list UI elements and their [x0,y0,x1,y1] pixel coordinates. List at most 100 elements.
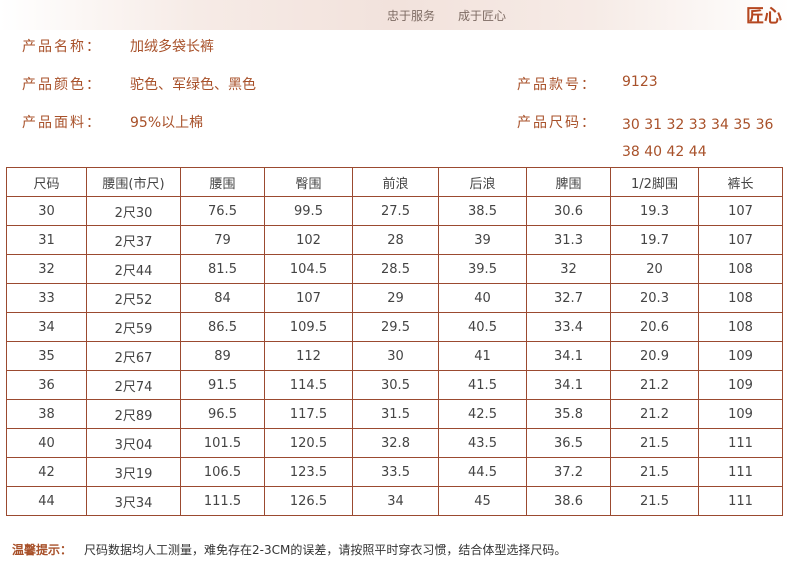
table-cell: 21.5 [610,457,699,487]
table-cell: 20.3 [610,283,699,313]
table-cell: 112 [264,341,353,371]
table-cell: 108 [698,312,783,342]
table-cell: 21.5 [610,486,699,516]
table-cell: 33 [6,283,87,313]
table-cell: 45 [438,486,527,516]
table-cell: 29 [352,283,439,313]
table-cell: 32.8 [352,428,439,458]
table-cell: 34 [352,486,439,516]
table-cell: 29.5 [352,312,439,342]
table-cell: 2尺74 [86,370,181,400]
table-cell: 107 [264,283,353,313]
table-cell: 33.4 [526,312,611,342]
table-cell: 27.5 [352,196,439,226]
table-cell: 21.2 [610,399,699,429]
table-cell: 3尺04 [86,428,181,458]
table-cell: 44.5 [438,457,527,487]
table-cell: 44 [6,486,87,516]
table-cell: 34.1 [526,341,611,371]
table-cell: 2尺44 [86,254,181,284]
table-cell: 31.3 [526,225,611,255]
table-cell: 96.5 [180,399,265,429]
table-cell: 120.5 [264,428,353,458]
table-cell: 34.1 [526,370,611,400]
table-cell: 30 [352,341,439,371]
table-cell: 2尺52 [86,283,181,313]
table-cell: 30.5 [352,370,439,400]
footer-note: 温馨提示： 尺码数据均人工测量，难免存在2-3CM的误差，请按照平时穿衣习惯，结合… [12,541,566,558]
table-cell: 20 [610,254,699,284]
table-cell: 30.6 [526,196,611,226]
table-cell: 41.5 [438,370,527,400]
table-cell: 2尺67 [86,341,181,371]
table-cell: 111 [698,457,783,487]
table-cell: 76.5 [180,196,265,226]
table-cell: 2尺30 [86,196,181,226]
table-cell: 19.7 [610,225,699,255]
table-cell: 81.5 [180,254,265,284]
table-cell: 109 [698,341,783,371]
table-header-cell: 前浪 [352,167,439,197]
table-header-cell: 尺码 [6,167,87,197]
table-cell: 33.5 [352,457,439,487]
top-banner: 忠于服务 成于匠心 匠心 [0,0,790,30]
footer-label: 温馨提示： [12,543,73,557]
table-cell: 126.5 [264,486,353,516]
table-cell: 111 [698,486,783,516]
table-header-cell: 1/2脚围 [610,167,699,197]
table-cell: 21.5 [610,428,699,458]
table-cell: 21.2 [610,370,699,400]
table-cell: 109.5 [264,312,353,342]
slogan-left: 忠于服务 [387,9,436,23]
table-row: 32 2尺44 81.5 104.5 28.5 39.5 32 20 108 [6,254,783,284]
table-cell: 102 [264,225,353,255]
table-cell: 86.5 [180,312,265,342]
product-size-value: 30 31 32 33 34 35 36 38 40 42 44 [622,117,774,160]
table-cell: 38 [6,399,87,429]
table-cell: 91.5 [180,370,265,400]
table-cell: 114.5 [264,370,353,400]
table-cell: 3尺19 [86,457,181,487]
table-cell: 101.5 [180,428,265,458]
table-cell: 28.5 [352,254,439,284]
table-cell: 39.5 [438,254,527,284]
table-row: 44 3尺34 111.5 126.5 34 45 38.6 21.5 111 [6,486,783,516]
table-cell: 2尺37 [86,225,181,255]
table-cell: 104.5 [264,254,353,284]
table-cell: 84 [180,283,265,313]
product-model-value: 9123 [622,74,658,90]
table-cell: 2尺59 [86,312,181,342]
table-cell: 37.2 [526,457,611,487]
product-name-value: 加绒多袋长裤 [130,39,214,55]
brand-logo: 匠心 [746,6,782,27]
product-fabric-label: 产品面料： [22,115,102,131]
table-cell: 111.5 [180,486,265,516]
table-cell: 38.6 [526,486,611,516]
table-header-cell: 裤长 [698,167,783,197]
table-cell: 3尺34 [86,486,181,516]
table-cell: 42.5 [438,399,527,429]
table-cell: 40.5 [438,312,527,342]
table-cell: 111 [698,428,783,458]
table-row: 34 2尺59 86.5 109.5 29.5 40.5 33.4 20.6 108 [6,312,783,342]
table-body: 30 2尺30 76.5 99.5 27.5 38.5 30.6 19.3 107 31 2尺37 7… [6,196,783,516]
table-cell: 36 [6,370,87,400]
table-cell: 42 [6,457,87,487]
product-fabric-value: 95%以上棉 [130,115,204,131]
table-cell: 35.8 [526,399,611,429]
table-header-cell: 腰围 [180,167,265,197]
table-cell: 108 [698,254,783,284]
table-cell: 117.5 [264,399,353,429]
table-cell: 20.6 [610,312,699,342]
table-cell: 40 [6,428,87,458]
footer-text: 尺码数据均人工测量，难免存在2-3CM的误差，请按照平时穿衣习惯，结合体型选择尺… [84,543,567,557]
table-cell: 30 [6,196,87,226]
table-row: 33 2尺52 84 107 29 40 32.7 20.3 108 [6,283,783,313]
table-cell: 123.5 [264,457,353,487]
size-table: 尺码 腰围(市尺) 腰围 臀围 前浪 后浪 脾围 1/2脚围 裤长 30 2尺30 76.5 99.5… [6,167,783,516]
table-cell: 109 [698,370,783,400]
table-cell: 99.5 [264,196,353,226]
table-cell: 41 [438,341,527,371]
slogan-right: 成于匠心 [458,9,507,23]
table-cell: 35 [6,341,87,371]
